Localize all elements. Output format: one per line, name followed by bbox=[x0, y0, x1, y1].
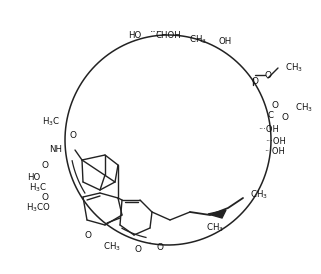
Text: CH$_3$: CH$_3$ bbox=[250, 189, 268, 201]
Text: H$_3$CO: H$_3$CO bbox=[26, 202, 50, 214]
Polygon shape bbox=[208, 210, 226, 218]
Text: HO: HO bbox=[128, 30, 142, 39]
Text: CH$_3$: CH$_3$ bbox=[206, 222, 224, 234]
Text: CH$_3$: CH$_3$ bbox=[103, 241, 121, 253]
Text: ···OH: ···OH bbox=[265, 138, 286, 147]
Text: ···OH: ···OH bbox=[264, 147, 285, 156]
Text: O: O bbox=[265, 70, 272, 79]
Text: CH$_3$: CH$_3$ bbox=[189, 34, 207, 46]
Text: H$_3$C: H$_3$C bbox=[29, 182, 47, 194]
Text: NH: NH bbox=[49, 145, 62, 155]
Text: HO: HO bbox=[27, 173, 40, 182]
Text: O: O bbox=[41, 161, 48, 170]
Text: O: O bbox=[70, 132, 76, 141]
Text: CH$_3$: CH$_3$ bbox=[295, 102, 313, 114]
Text: OH: OH bbox=[218, 38, 232, 47]
Text: C: C bbox=[267, 110, 273, 119]
Text: O: O bbox=[157, 244, 163, 253]
Text: ···: ··· bbox=[150, 27, 160, 37]
Text: O: O bbox=[272, 101, 279, 110]
Text: O: O bbox=[84, 230, 91, 239]
Text: CHOH: CHOH bbox=[155, 30, 181, 39]
Text: O: O bbox=[134, 246, 142, 255]
Text: O: O bbox=[41, 193, 48, 202]
Text: ···OH: ···OH bbox=[258, 125, 279, 135]
Text: O: O bbox=[251, 78, 258, 87]
Text: H$_3$C: H$_3$C bbox=[42, 116, 60, 128]
Text: O: O bbox=[282, 113, 289, 122]
Text: CH$_3$: CH$_3$ bbox=[285, 62, 303, 74]
